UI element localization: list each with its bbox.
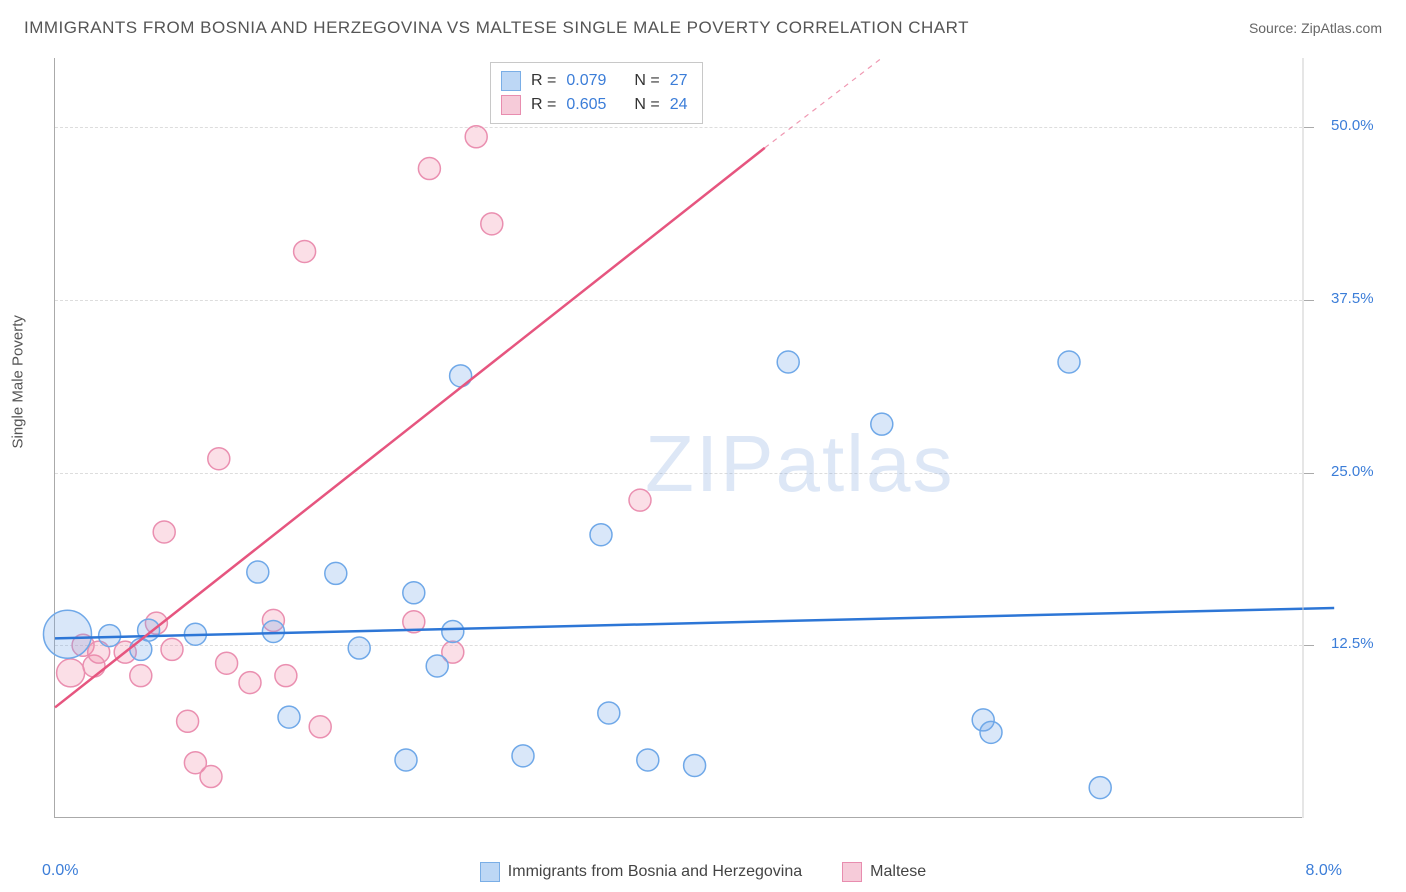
swatch-bosnia (501, 71, 521, 91)
r-label: R = (531, 93, 556, 117)
series-legend: Immigrants from Bosnia and Herzegovina M… (0, 862, 1406, 882)
data-point (980, 721, 1002, 743)
plot-area: 12.5%25.0%37.5%50.0% ZIPatlas (54, 58, 1302, 818)
legend-row-bosnia: R = 0.079 N = 27 (501, 69, 688, 93)
swatch-maltese (501, 95, 521, 115)
data-point (598, 702, 620, 724)
y-tick-label: 25.0% (1331, 463, 1374, 480)
swatch-maltese (842, 862, 862, 882)
y-tick-label: 37.5% (1331, 290, 1374, 307)
data-point (153, 521, 175, 543)
data-point (216, 652, 238, 674)
data-point (262, 620, 284, 642)
trend-line (55, 608, 1334, 638)
data-point (1058, 351, 1080, 373)
n-value-maltese: 24 (670, 93, 688, 117)
data-point (177, 710, 199, 732)
data-point (450, 365, 472, 387)
data-point (426, 655, 448, 677)
n-value-bosnia: 27 (670, 69, 688, 93)
data-point (684, 754, 706, 776)
data-point (99, 625, 121, 647)
data-point (161, 638, 183, 660)
n-label: N = (634, 69, 659, 93)
data-point (512, 745, 534, 767)
data-point (309, 716, 331, 738)
scatter-chart (55, 58, 1302, 817)
data-point (43, 610, 91, 658)
data-point (275, 665, 297, 687)
data-point (200, 766, 222, 788)
data-point (57, 659, 85, 687)
data-point (403, 582, 425, 604)
data-point (294, 240, 316, 262)
y-tick-label: 50.0% (1331, 117, 1374, 134)
correlation-legend: R = 0.079 N = 27 R = 0.605 N = 24 (490, 62, 703, 124)
source-prefix: Source: (1249, 20, 1301, 36)
data-point (481, 213, 503, 235)
chart-title: IMMIGRANTS FROM BOSNIA AND HERZEGOVINA V… (24, 18, 969, 38)
data-point (348, 637, 370, 659)
data-point (278, 706, 300, 728)
data-point (239, 672, 261, 694)
data-point (138, 619, 160, 641)
series-label-maltese: Maltese (870, 863, 926, 881)
data-point (130, 665, 152, 687)
r-value-maltese: 0.605 (566, 93, 606, 117)
data-point (442, 620, 464, 642)
data-point (465, 126, 487, 148)
data-point (395, 749, 417, 771)
data-point (871, 413, 893, 435)
trend-line-extension (765, 58, 882, 148)
data-point (208, 448, 230, 470)
data-point (629, 489, 651, 511)
r-value-bosnia: 0.079 (566, 69, 606, 93)
source-name: ZipAtlas.com (1301, 20, 1382, 36)
legend-row-maltese: R = 0.605 N = 24 (501, 93, 688, 117)
legend-item-maltese: Maltese (842, 862, 926, 882)
source-attribution: Source: ZipAtlas.com (1249, 20, 1382, 36)
swatch-bosnia (480, 862, 500, 882)
data-point (777, 351, 799, 373)
data-point (418, 158, 440, 180)
chart-header: IMMIGRANTS FROM BOSNIA AND HERZEGOVINA V… (24, 18, 1382, 38)
series-label-bosnia: Immigrants from Bosnia and Herzegovina (508, 863, 802, 881)
n-label: N = (634, 93, 659, 117)
y-axis-label: Single Male Poverty (10, 315, 27, 448)
legend-item-bosnia: Immigrants from Bosnia and Herzegovina (480, 862, 802, 882)
y-tick-label: 12.5% (1331, 635, 1374, 652)
data-point (1089, 777, 1111, 799)
data-point (590, 524, 612, 546)
r-label: R = (531, 69, 556, 93)
data-point (247, 561, 269, 583)
data-point (325, 562, 347, 584)
data-point (637, 749, 659, 771)
